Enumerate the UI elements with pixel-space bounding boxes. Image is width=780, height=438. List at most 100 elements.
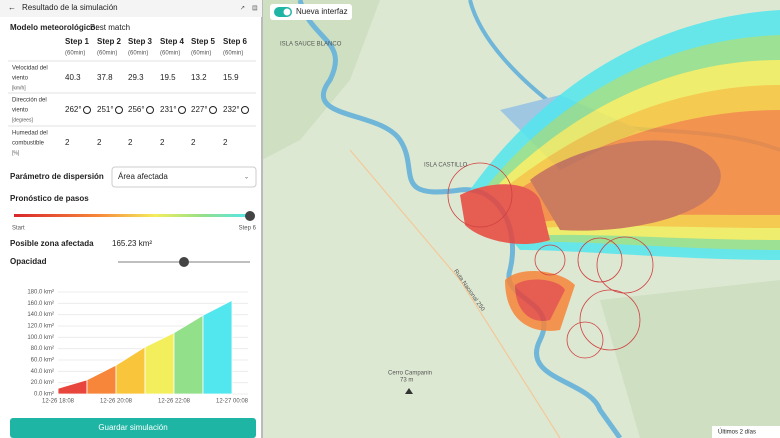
area-segment	[202, 299, 233, 395]
cell: 2	[223, 138, 228, 147]
y-tick-label: 20.0 km²	[31, 380, 54, 386]
cell: 2	[97, 138, 102, 147]
forecast-start: Start	[12, 226, 25, 232]
cell: 2	[160, 138, 165, 147]
save-button-label: Guardar simulación	[98, 423, 167, 432]
direction-icon	[178, 106, 186, 114]
peak-icon	[405, 388, 413, 394]
opacity-handle[interactable]	[179, 257, 189, 267]
row-label: combustible	[12, 141, 45, 147]
toggle-knob	[283, 8, 291, 16]
forecast-label: Pronóstico de pasos	[10, 194, 89, 203]
column-unit: (60min)	[65, 51, 85, 57]
y-tick-label: 0.0 km²	[34, 392, 54, 398]
direction-icon	[146, 106, 154, 114]
cell: 13.2	[191, 73, 207, 82]
direction-icon	[115, 106, 123, 114]
cell: 40.3	[65, 73, 81, 82]
y-tick-label: 160.0 km²	[27, 301, 54, 307]
cell: 37.8	[97, 73, 113, 82]
column-unit: (60min)	[128, 51, 148, 57]
x-tick-label: 12-26 18:08	[42, 399, 75, 405]
column-unit: (60min)	[97, 51, 117, 57]
dispersion-label: Parámetro de dispersión	[10, 172, 104, 181]
column-step: Step 2	[97, 37, 122, 46]
toggle-label: Nueva interfaz	[296, 7, 348, 16]
x-tick-label: 12-26 22:08	[158, 399, 191, 405]
cell: 15.9	[223, 73, 239, 82]
cell: 231°	[160, 105, 177, 114]
y-tick-label: 40.0 km²	[31, 369, 54, 375]
row-label: viento	[12, 76, 29, 82]
map-label: ISLA SAUCE BLANCO	[280, 42, 342, 48]
cell: 251°	[97, 105, 114, 114]
dispersion-select[interactable]	[111, 166, 257, 188]
column-unit: (60min)	[191, 51, 211, 57]
model-label: Modelo meteorológico:	[10, 23, 98, 32]
forecast-end: Step 6	[239, 226, 257, 232]
y-tick-label: 140.0 km²	[27, 312, 54, 318]
row-label: Velocidad del	[12, 66, 48, 72]
cell: 29.3	[128, 73, 144, 82]
column-step: Step 5	[191, 37, 216, 46]
column-unit: (60min)	[223, 51, 243, 57]
column-step: Step 6	[223, 37, 248, 46]
panel-title: Resultado de la simulación	[22, 3, 118, 12]
forest	[262, 0, 380, 160]
affected-value: 165.23 km²	[112, 239, 152, 248]
column-step: Step 3	[128, 37, 153, 46]
y-tick-label: 60.0 km²	[31, 358, 54, 364]
cell: 2	[65, 138, 70, 147]
x-tick-label: 12-27 00:08	[216, 399, 249, 405]
road	[349, 149, 561, 438]
cell: 232°	[223, 105, 240, 114]
direction-icon	[209, 106, 217, 114]
y-tick-label: 100.0 km²	[27, 335, 54, 341]
map-label: 73 m	[400, 378, 413, 384]
forecast-track	[14, 214, 250, 217]
row-unit: [%]	[12, 150, 20, 156]
affected-label: Posible zona afectada	[10, 239, 94, 248]
toggle-box	[270, 4, 352, 20]
row-label: Dirección del	[12, 98, 47, 104]
badge-box	[712, 426, 780, 438]
map-label: Cerro Campanin	[388, 371, 432, 377]
direction-icon	[241, 106, 249, 114]
cell: 256°	[128, 105, 145, 114]
cell: 227°	[191, 105, 208, 114]
y-tick-label: 180.0 km²	[27, 290, 54, 296]
opacity-label: Opacidad	[10, 257, 47, 266]
dispersion-value: Área afectada	[118, 172, 168, 181]
row-label: viento	[12, 108, 29, 114]
direction-icon	[83, 106, 91, 114]
y-tick-label: 80.0 km²	[31, 346, 54, 352]
cell: 2	[191, 138, 196, 147]
column-step: Step 1	[65, 37, 90, 46]
select-caret: ⌄	[244, 175, 249, 181]
cell: 19.5	[160, 73, 176, 82]
map-label: ISLA CASTILLO	[424, 163, 468, 169]
back-arrow[interactable]: ←	[8, 3, 16, 12]
download-icon[interactable]: ▤	[252, 6, 258, 12]
river	[297, 0, 623, 438]
x-tick-label: 12-26 20:08	[100, 399, 133, 405]
row-unit: [km/h]	[12, 85, 26, 91]
cell: 2	[128, 138, 133, 147]
forest	[600, 280, 780, 438]
column-step: Step 4	[160, 37, 185, 46]
perimeters	[447, 162, 654, 359]
cell: 262°	[65, 105, 82, 114]
save-button[interactable]	[10, 418, 256, 438]
badge: Últimos 2 días	[718, 429, 756, 436]
row-unit: [degrees]	[12, 117, 33, 123]
fire-plume	[460, 10, 780, 331]
model-value: Best match	[90, 23, 130, 32]
column-unit: (60min)	[160, 51, 180, 57]
row-label: Humedad del	[12, 131, 48, 137]
panel-header	[0, 0, 262, 17]
forecast-handle[interactable]	[245, 211, 255, 221]
y-tick-label: 120.0 km²	[27, 324, 54, 330]
share-icon[interactable]: ↗	[240, 6, 245, 12]
